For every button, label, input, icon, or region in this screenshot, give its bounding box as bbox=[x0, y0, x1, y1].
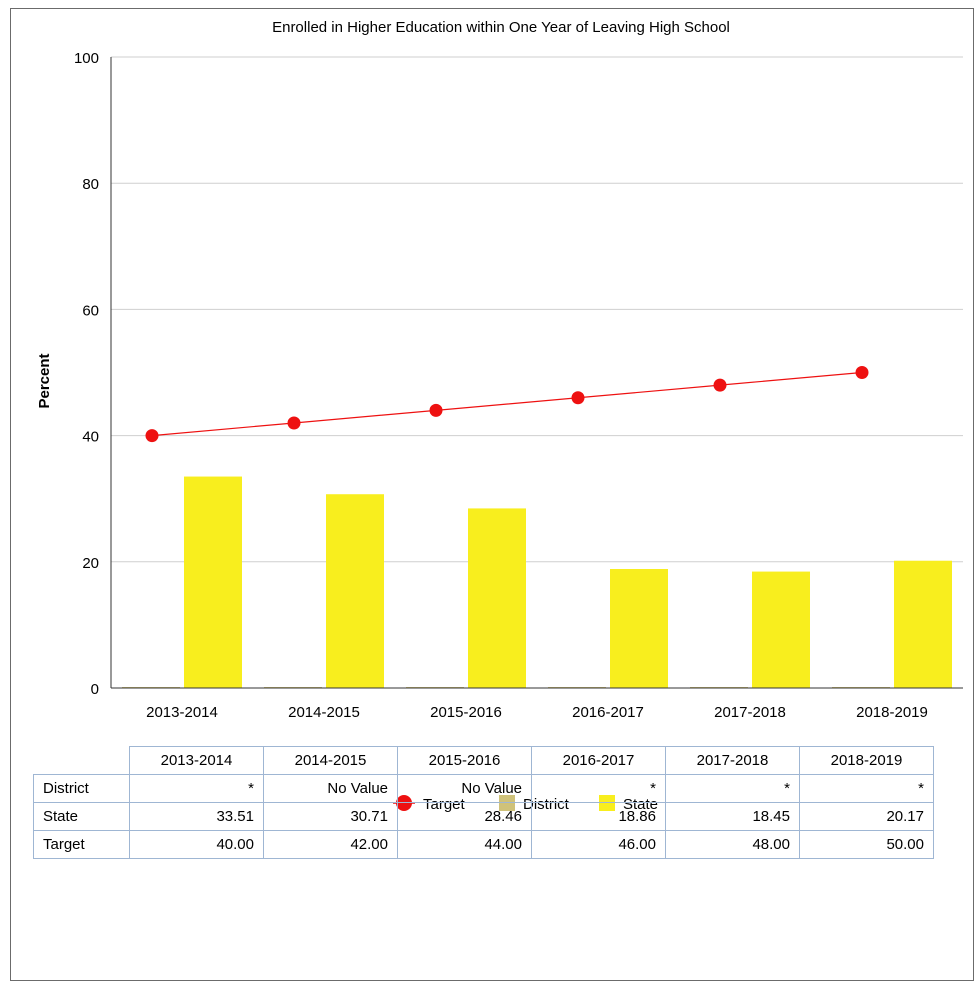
target-series-line bbox=[151, 371, 863, 437]
table-cell: * bbox=[799, 774, 934, 803]
target-point bbox=[429, 403, 443, 417]
table-row-label: Target bbox=[33, 830, 130, 859]
bars bbox=[122, 476, 952, 688]
table-cell: No Value bbox=[263, 774, 398, 803]
target-point bbox=[287, 416, 301, 430]
table-cell: 44.00 bbox=[397, 830, 532, 859]
table-cell: 46.00 bbox=[531, 830, 666, 859]
y-tick-label: 40 bbox=[82, 429, 99, 446]
table-row: State 33.51 30.71 28.46 18.86 18.45 20.1… bbox=[33, 802, 934, 831]
target-point bbox=[855, 366, 869, 379]
axes bbox=[110, 57, 963, 689]
data-table: 2013-2014 2014-2015 2015-2016 2016-2017 … bbox=[33, 746, 934, 859]
table-cell: 28.46 bbox=[397, 802, 532, 831]
table-header-cell: 2015-2016 bbox=[397, 746, 532, 775]
chart-title: Enrolled in Higher Education within One … bbox=[272, 19, 730, 36]
table-row: Target 40.00 42.00 44.00 46.00 48.00 50.… bbox=[33, 830, 934, 859]
grid-lines bbox=[111, 56, 963, 563]
table-row-label: State bbox=[33, 802, 130, 831]
target-line bbox=[145, 366, 869, 443]
target-point bbox=[713, 378, 727, 392]
table-header-row: 2013-2014 2014-2015 2015-2016 2016-2017 … bbox=[33, 746, 934, 775]
table-cell: 18.45 bbox=[665, 802, 800, 831]
y-tick-labels: 0 20 40 60 80 100 bbox=[74, 50, 99, 698]
table-cell: 20.17 bbox=[799, 802, 934, 831]
table-cell: 40.00 bbox=[129, 830, 264, 859]
table-header-cell: 2018-2019 bbox=[799, 746, 934, 775]
table-cell: 33.51 bbox=[129, 802, 264, 831]
table-cell: 30.71 bbox=[263, 802, 398, 831]
table-header-cell: 2016-2017 bbox=[531, 746, 666, 775]
table-header-cell: 2017-2018 bbox=[665, 746, 800, 775]
table-corner bbox=[33, 746, 130, 775]
bar-state bbox=[610, 568, 668, 688]
y-tick-label: 60 bbox=[82, 302, 99, 319]
x-tick-label: 2014-2015 bbox=[288, 704, 360, 721]
y-tick-label: 100 bbox=[74, 50, 99, 67]
target-point bbox=[571, 391, 585, 405]
y-tick-label: 0 bbox=[91, 681, 99, 698]
y-tick-label: 80 bbox=[82, 176, 99, 193]
table-header-cell: 2013-2014 bbox=[129, 746, 264, 775]
table-header-cell: 2014-2015 bbox=[263, 746, 398, 775]
table-cell: 50.00 bbox=[799, 830, 934, 859]
target-point bbox=[145, 429, 159, 443]
table-row: District * No Value No Value * * * bbox=[33, 774, 934, 803]
y-axis-label: Percent bbox=[36, 353, 53, 408]
x-tick-label: 2018-2019 bbox=[856, 704, 928, 721]
x-tick-label: 2015-2016 bbox=[430, 704, 502, 721]
table-row-label: District bbox=[33, 774, 130, 803]
table-cell: 42.00 bbox=[263, 830, 398, 859]
table-cell: 18.86 bbox=[531, 802, 666, 831]
bar-state bbox=[894, 560, 952, 688]
bar-state bbox=[468, 508, 526, 688]
bar-state bbox=[752, 571, 810, 688]
y-tick-label: 20 bbox=[82, 555, 99, 572]
table-cell: * bbox=[531, 774, 666, 803]
x-tick-label: 2016-2017 bbox=[572, 704, 644, 721]
x-tick-labels: 2013-2014 2014-2015 2015-2016 2016-2017 2017… bbox=[146, 704, 928, 721]
table-cell: No Value bbox=[397, 774, 532, 803]
bar-state bbox=[184, 476, 242, 688]
chart-area: Enrolled in Higher Education within One … bbox=[36, 19, 963, 813]
table-cell: * bbox=[129, 774, 264, 803]
chart-frame: Enrolled in Higher Education within One … bbox=[10, 8, 974, 981]
table-cell: 48.00 bbox=[665, 830, 800, 859]
table-cell: * bbox=[665, 774, 800, 803]
x-tick-label: 2013-2014 bbox=[146, 704, 218, 721]
bar-state bbox=[326, 494, 384, 688]
x-tick-label: 2017-2018 bbox=[714, 704, 786, 721]
